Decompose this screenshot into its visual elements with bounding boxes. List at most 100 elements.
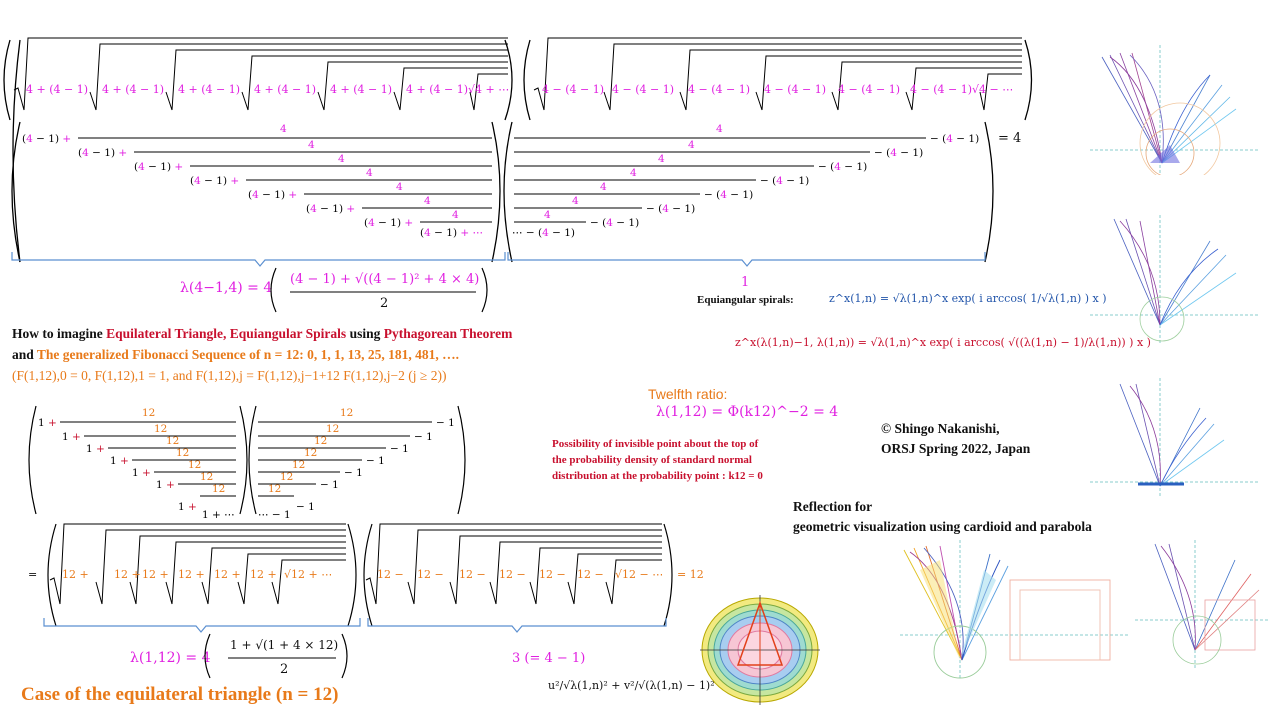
sqrt-minus-term: 4 − (4 − 1)	[612, 83, 674, 96]
n12-equals-12: = 12	[677, 568, 704, 581]
svg-text:− (4 − 1): − (4 − 1)	[704, 189, 753, 201]
svg-text:− 1: − 1	[390, 443, 409, 455]
possibility-line-3: distribution at the probability point : …	[552, 470, 763, 482]
n12-equals-lead: =	[28, 568, 38, 581]
n12-sqrt-plus-term: √12 + ⋯	[284, 568, 333, 581]
lambda-4-denominator: 2	[380, 296, 389, 311]
svg-text:4: 4	[338, 153, 345, 165]
svg-text:4: 4	[396, 181, 403, 193]
svg-text:12: 12	[280, 471, 293, 483]
svg-text:⋯ − 1: ⋯ − 1	[258, 509, 291, 521]
svg-text:12: 12	[176, 447, 189, 459]
twelfth-title: Twelfth ratio:	[648, 386, 728, 402]
n12-sqrt-minus-term: 12 −	[377, 568, 404, 581]
top-equals-four: = 4	[998, 131, 1022, 146]
svg-text:4: 4	[658, 153, 665, 165]
svg-text:4: 4	[308, 139, 315, 151]
svg-text:− (4 − 1): − (4 − 1)	[646, 203, 695, 215]
svg-text:12: 12	[292, 459, 305, 471]
n12-sqrt-plus-term: 12 +	[250, 568, 277, 581]
svg-text:4: 4	[280, 123, 287, 135]
reflection-line-2: geometric visualization using cardioid a…	[793, 519, 1092, 534]
lambda-4-numerator: (4 − 1) + √((4 − 1)² + 4 × 4)	[290, 272, 480, 287]
svg-text:4: 4	[716, 123, 723, 135]
svg-text:12: 12	[268, 483, 281, 495]
svg-text:− 1: − 1	[414, 431, 433, 443]
svg-text:4: 4	[572, 195, 579, 207]
sqrt-minus-term: 4 − (4 − 1)	[764, 83, 826, 96]
spirals-eq-2: z^x(λ(1,n)−1, λ(1,n)) = √λ(1,n)^x exp( i…	[735, 336, 1151, 349]
reflection-line-1: Reflection for	[793, 499, 873, 514]
lambda-4-lhs: λ(4−1,4) = 4	[180, 280, 273, 296]
case-title: Case of the equilateral triangle (n = 12…	[21, 684, 339, 705]
possibility-line-2: the probability density of standard norm…	[552, 454, 752, 466]
sqrt-plus-term: 4 + (4 − 1)	[26, 83, 88, 96]
svg-text:1 +: 1 +	[62, 431, 81, 443]
intro-line-3: (F(1,12),0 = 0, F(1,12),1 = 1, and F(1,1…	[12, 368, 447, 383]
n12-sqrt-minus-term: 12 −	[539, 568, 566, 581]
sqrt-plus-term: 4 + (4 − 1)	[102, 83, 164, 96]
top-formula: (4 − 1) + 4 (4 − 1) + 4 (4 − 1) + 4 (4 −…	[3, 37, 1033, 267]
svg-text:12: 12	[326, 423, 339, 435]
ellipse-equation: u²/√λ(1,n)² + v²/√(λ(1,n) − 1)² = 1	[548, 679, 738, 692]
svg-text:− (4 − 1): − (4 − 1)	[930, 133, 979, 145]
svg-text:1 +: 1 +	[86, 443, 105, 455]
n12-sqrt-plus-term: 12 +	[62, 568, 89, 581]
svg-text:4: 4	[544, 209, 551, 221]
reflection-caption: Reflection for geometric visualization u…	[793, 497, 1092, 537]
possibility-text: Possibility of invisible point about the…	[552, 436, 763, 484]
twelfth-eq: λ(1,12) = Φ(k12)^−2 = 4	[656, 404, 839, 420]
twelfth-block: Twelfth ratio: λ(1,12) = Φ(k12)^−2 = 4	[648, 386, 838, 420]
svg-text:4: 4	[688, 139, 695, 151]
svg-text:(4 − 1) +: (4 − 1) +	[306, 203, 355, 215]
svg-text:(4 − 1) +: (4 − 1) +	[248, 189, 297, 201]
intro-text: How to imagine Equilateral Triangle, Equ…	[12, 323, 512, 386]
svg-text:− (4 − 1): − (4 − 1)	[590, 217, 639, 229]
credit-author: © Shingo Nakanishi,	[881, 421, 1000, 436]
spiral-figure-1	[1090, 45, 1260, 175]
sqrt-plus-term: 4 + (4 − 1)√4 + ⋯	[406, 83, 510, 96]
reflection-figure	[900, 540, 1130, 680]
svg-text:12: 12	[166, 435, 179, 447]
possibility-line-1: Possibility of invisible point about the…	[552, 438, 759, 450]
svg-text:− (4 − 1): − (4 − 1)	[760, 175, 809, 187]
sqrt-minus-term: 4 − (4 − 1)√4 − ⋯	[910, 83, 1014, 96]
svg-text:4: 4	[630, 167, 637, 179]
lambda-12-formula: λ(1,12) = 4 1 + √(1 + 4 × 12) 2	[130, 632, 360, 682]
sqrt-plus-term: 4 + (4 − 1)	[330, 83, 392, 96]
svg-text:12: 12	[188, 459, 201, 471]
one-label: 1	[741, 275, 750, 290]
spiral-figure-3	[1090, 378, 1260, 498]
svg-text:− 1: − 1	[296, 501, 315, 513]
three-label: 3 (= 4 − 1)	[512, 651, 586, 666]
svg-text:(4 − 1) +: (4 − 1) +	[78, 147, 127, 159]
svg-text:12: 12	[200, 471, 213, 483]
credit-venue: ORSJ Spring 2022, Japan	[881, 441, 1031, 456]
sqrt-minus-term: 4 − (4 − 1)	[542, 83, 604, 96]
svg-text:− 1: − 1	[344, 467, 363, 479]
svg-text:1 +: 1 +	[38, 417, 57, 429]
svg-text:− 1: − 1	[366, 455, 385, 467]
svg-text:12: 12	[212, 483, 225, 495]
n12-sqrt-plus-term: 12 +	[214, 568, 241, 581]
ellipse-figure	[700, 595, 820, 705]
svg-text:− (4 − 1): − (4 − 1)	[818, 161, 867, 173]
spiral-figure-2	[1090, 215, 1260, 345]
svg-text:12: 12	[340, 407, 353, 419]
svg-text:1 +: 1 +	[132, 467, 151, 479]
spirals-block: Equiangular spirals: z^x(1,n) = √λ(1,n)^…	[697, 288, 1151, 368]
svg-text:4: 4	[424, 195, 431, 207]
svg-text:(4 − 1) +: (4 − 1) +	[364, 217, 413, 229]
spirals-eq-1: z^x(1,n) = √λ(1,n)^x exp( i arccos( 1/√λ…	[829, 292, 1107, 305]
credit: © Shingo Nakanishi, ORSJ Spring 2022, Ja…	[881, 419, 1030, 459]
intro-line-2: and The generalized Fibonacci Sequence o…	[12, 347, 459, 362]
sqrt-plus-term: 4 + (4 − 1)	[178, 83, 240, 96]
n12-sqrt-minus-term: 12 −	[417, 568, 444, 581]
svg-text:− (4 − 1): − (4 − 1)	[874, 147, 923, 159]
svg-text:⋯ − (4 − 1): ⋯ − (4 − 1)	[512, 227, 575, 239]
spirals-label: Equiangular spirals:	[697, 294, 794, 306]
svg-text:1 +: 1 +	[156, 479, 175, 491]
n12-sqrt-minus-term: 12 −	[499, 568, 526, 581]
svg-text:1 +: 1 +	[110, 455, 129, 467]
